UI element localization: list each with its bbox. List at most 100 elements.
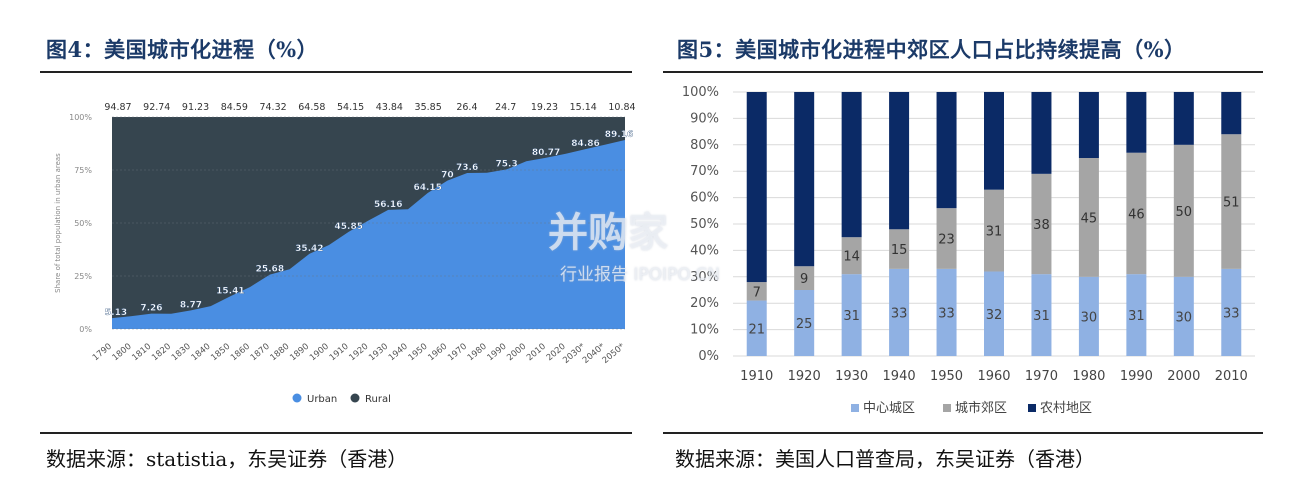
- bar-value-label: 23: [938, 233, 955, 248]
- x-tick-label: 1860: [229, 342, 252, 364]
- bar-value-label: 33: [1223, 306, 1240, 321]
- x-tick-label: 2010: [1215, 369, 1248, 384]
- bar-segment: [1031, 173, 1052, 275]
- x-tick-label: 1970: [1025, 369, 1058, 384]
- rural-value-label: 24.7: [495, 102, 516, 113]
- y-tick-label: 50%: [690, 217, 719, 232]
- bar-value-label: 14: [843, 250, 860, 265]
- right-source-rule: [663, 432, 1263, 434]
- right-stacked-bar-chart: 0% 10% 20% 30% 40% 50% 60% 70% 80% 90% 100% 21 7 1910…: [682, 85, 1255, 416]
- bar-segment: [936, 268, 957, 356]
- bar-value-label: 46: [1128, 207, 1145, 222]
- bar-segment: [1078, 276, 1099, 356]
- x-tick-label: 1940: [883, 369, 916, 384]
- bar-segment: [889, 229, 910, 269]
- bar-segment: [1031, 92, 1052, 174]
- urban-value-label: 80.77: [532, 148, 560, 158]
- x-tick-label: 1800: [111, 342, 134, 364]
- y-tick-label: 90%: [690, 111, 719, 126]
- y-tick-label: 10%: [690, 323, 719, 338]
- urban-value-label: 45.85: [335, 222, 363, 232]
- y-tick-label: 100%: [682, 85, 719, 100]
- x-tick-label: 1960: [426, 342, 449, 364]
- bar-value-label: 32: [986, 308, 1003, 323]
- rural-value-label: 35.85: [415, 102, 442, 113]
- urban-value-label: 56.16: [374, 200, 402, 210]
- bar-value-label: 38: [1033, 218, 1050, 233]
- x-tick-label: 1980: [1072, 369, 1105, 384]
- bar-segment: [1221, 92, 1242, 135]
- legend-label: 中心城区: [863, 401, 915, 416]
- y-tick-label: 20%: [690, 296, 719, 311]
- x-tick-label: 1810: [130, 342, 153, 364]
- bar-segment: [1126, 274, 1147, 356]
- y-tick-label: 70%: [690, 164, 719, 179]
- legend-rural-marker: [350, 393, 360, 403]
- x-tick-label: 1910: [328, 342, 351, 364]
- bar-segment: [984, 189, 1004, 272]
- x-tick-label: 1980: [466, 342, 489, 364]
- y-tick-label: 80%: [690, 138, 719, 153]
- bar-value-label: 33: [891, 306, 908, 321]
- bar-segment: [841, 92, 862, 238]
- y-tick-label: 30%: [690, 270, 719, 285]
- bar-value-label: 15: [891, 243, 908, 258]
- x-tick-label: 1870: [249, 342, 272, 364]
- urban-area: [112, 140, 625, 329]
- bar-value-label: 21: [748, 322, 765, 337]
- bar-segment: [841, 274, 862, 356]
- bar-value-label: 31: [986, 225, 1003, 240]
- legend-label: 城市郊区: [955, 400, 1007, 416]
- left-panel: 图4：美国城市化进程（%） 0% 25% 50% 75% 100% Share of to…: [40, 37, 636, 471]
- left-area-chart: 0% 25% 50% 75% 100% Share of total population…: [54, 102, 636, 405]
- bar-segment: [1126, 92, 1147, 153]
- left-source-note: 数据来源：statistia，东吴证券（香港）: [46, 447, 408, 471]
- y-tick-label: 0%: [79, 325, 92, 334]
- rural-value-label: 10.84: [608, 102, 635, 113]
- x-tick-label: 1940: [387, 342, 410, 364]
- x-tick-label: 1990: [486, 342, 509, 364]
- urban-value-label: 8.77: [180, 300, 202, 310]
- rural-value-label: 19.23: [531, 102, 558, 113]
- x-tick-label: 1840: [190, 342, 213, 364]
- legend-rural-label: Rural: [365, 394, 391, 405]
- y-axis-label: Share of total population in urban areas: [54, 153, 62, 293]
- bar-segment: [1173, 276, 1194, 356]
- bar-segment: [1221, 134, 1242, 269]
- legend-marker: [943, 404, 951, 412]
- bar-value-label: 31: [1128, 309, 1145, 324]
- legend-urban-label: Urban: [307, 394, 337, 405]
- bar-value-label: 25: [796, 317, 813, 332]
- rural-value-label: 94.87: [104, 102, 131, 113]
- urban-value-label: 35.42: [295, 244, 323, 254]
- legend-marker: [851, 404, 859, 412]
- urban-value-label: 73.6: [456, 163, 478, 173]
- x-tick-label: 1920: [788, 369, 821, 384]
- bar-segment: [794, 92, 815, 267]
- rural-value-label: 84.59: [221, 102, 248, 113]
- bar-segment: [1126, 152, 1147, 275]
- bar-segment: [984, 92, 1004, 190]
- bar-value-label: 50: [1176, 205, 1193, 220]
- y-tick-label: 75%: [74, 166, 92, 175]
- x-tick-label: 1970: [446, 342, 469, 364]
- bar-segment: [746, 92, 767, 283]
- y-tick-label: 25%: [74, 272, 92, 281]
- bar-segment: [746, 300, 767, 356]
- urban-value-label: 5.13: [105, 308, 127, 318]
- x-tick-label: 2000: [505, 342, 528, 364]
- bar-value-label: 7: [753, 285, 761, 300]
- x-tick-label: 1930: [367, 342, 390, 364]
- x-tick-label: 1960: [977, 369, 1010, 384]
- bar-segment: [1078, 158, 1099, 277]
- legend-label: 农村地区: [1040, 401, 1092, 416]
- left-title-rule: [40, 71, 632, 73]
- x-tick-label: 1890: [288, 342, 311, 364]
- x-tick-label: 2000: [1167, 369, 1200, 384]
- bar-segment: [936, 92, 957, 209]
- bar-segment: [746, 282, 767, 301]
- rural-value-label: 26.4: [456, 102, 477, 113]
- legend-marker: [1028, 404, 1036, 412]
- rural-value-label: 91.23: [182, 102, 209, 113]
- bar-value-label: 30: [1081, 310, 1098, 325]
